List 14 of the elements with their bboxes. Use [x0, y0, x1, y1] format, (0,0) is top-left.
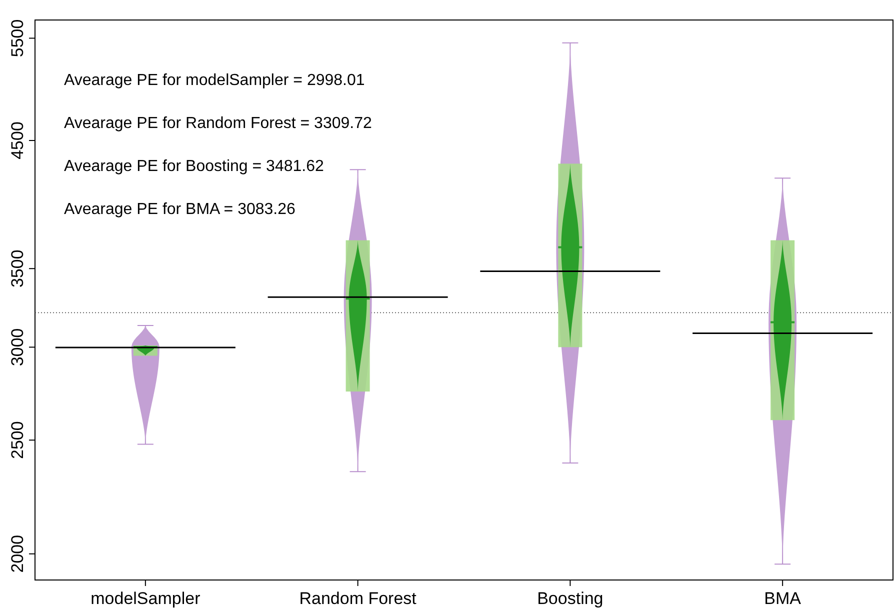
- y-tick-label: 2000: [8, 534, 27, 573]
- annotation: Avearage PE for modelSampler = 2998.01: [64, 72, 365, 89]
- y-tick-label: 4500: [8, 122, 27, 160]
- annotation: Avearage PE for BMA = 3083.26: [64, 201, 296, 218]
- y-tick-label: 2500: [8, 421, 27, 460]
- x-tick-label: BMA: [764, 589, 802, 608]
- x-tick-label: Random Forest: [299, 589, 417, 608]
- x-tick-label: Boosting: [537, 589, 604, 608]
- annotation: Avearage PE for Boosting = 3481.62: [64, 158, 324, 175]
- x-tick-label: modelSampler: [90, 589, 201, 608]
- y-tick-label: 5500: [8, 19, 27, 58]
- y-tick-label: 3000: [8, 328, 27, 366]
- annotation: Avearage PE for Random Forest = 3309.72: [64, 115, 372, 132]
- y-tick-label: 3500: [8, 250, 27, 288]
